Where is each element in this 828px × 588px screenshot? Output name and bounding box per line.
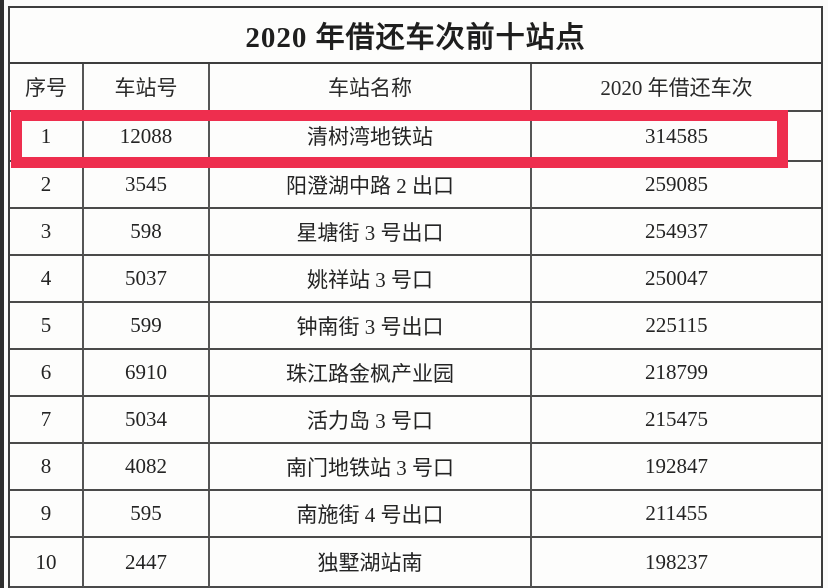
- cell-station-id: 598: [84, 209, 210, 256]
- table-row: 4 5037 姚祥站 3 号口 250047: [10, 256, 821, 303]
- cell-station-id: 6910: [84, 350, 210, 397]
- cell-station-name: 南施街 4 号出口: [210, 491, 532, 538]
- table-row: 1 12088 清树湾地铁站 314585: [10, 112, 821, 162]
- cell-count: 314585: [532, 112, 821, 162]
- cell-rank: 3: [10, 209, 84, 256]
- table-row: 10 2447 独墅湖站南 198237: [10, 538, 821, 588]
- cell-rank: 5: [10, 303, 84, 350]
- cell-rank: 6: [10, 350, 84, 397]
- cell-count: 259085: [532, 162, 821, 209]
- cell-station-name: 珠江路金枫产业园: [210, 350, 532, 397]
- cell-count: 215475: [532, 397, 821, 444]
- cell-count: 250047: [532, 256, 821, 303]
- cell-count: 218799: [532, 350, 821, 397]
- table-row: 8 4082 南门地铁站 3 号口 192847: [10, 444, 821, 491]
- column-header-count: 2020 年借还车次: [532, 64, 821, 112]
- table-title: 2020 年借还车次前十站点: [10, 8, 821, 64]
- cell-station-id: 12088: [84, 112, 210, 162]
- cell-station-id: 3545: [84, 162, 210, 209]
- cell-station-name: 姚祥站 3 号口: [210, 256, 532, 303]
- cell-station-name: 清树湾地铁站: [210, 112, 532, 162]
- cell-count: 198237: [532, 538, 821, 588]
- table-row: 6 6910 珠江路金枫产业园 218799: [10, 350, 821, 397]
- cell-rank: 10: [10, 538, 84, 588]
- table-row: 3 598 星塘街 3 号出口 254937: [10, 209, 821, 256]
- table-row: 9 595 南施街 4 号出口 211455: [10, 491, 821, 538]
- column-header-station-id: 车站号: [84, 64, 210, 112]
- cell-station-name: 南门地铁站 3 号口: [210, 444, 532, 491]
- table-row: 2 3545 阳澄湖中路 2 出口 259085: [10, 162, 821, 209]
- cell-station-name: 阳澄湖中路 2 出口: [210, 162, 532, 209]
- table-row: 5 599 钟南街 3 号出口 225115: [10, 303, 821, 350]
- column-header-station-name: 车站名称: [210, 64, 532, 112]
- cell-station-name: 星塘街 3 号出口: [210, 209, 532, 256]
- cell-station-id: 5037: [84, 256, 210, 303]
- cell-station-id: 599: [84, 303, 210, 350]
- cell-rank: 1: [10, 112, 84, 162]
- table-row: 7 5034 活力岛 3 号口 215475: [10, 397, 821, 444]
- table-body: 1 12088 清树湾地铁站 314585 2 3545 阳澄湖中路 2 出口 259085 3…: [10, 112, 821, 588]
- cell-count: 254937: [532, 209, 821, 256]
- column-header-rank: 序号: [10, 64, 84, 112]
- cell-station-name: 独墅湖站南: [210, 538, 532, 588]
- cell-count: 225115: [532, 303, 821, 350]
- table-header-row: 序号 车站号 车站名称 2020 年借还车次: [10, 64, 821, 112]
- cell-station-id: 595: [84, 491, 210, 538]
- photo-left-edge: [0, 0, 4, 588]
- cell-station-name: 活力岛 3 号口: [210, 397, 532, 444]
- cell-rank: 9: [10, 491, 84, 538]
- cell-station-id: 2447: [84, 538, 210, 588]
- cell-station-id: 5034: [84, 397, 210, 444]
- cell-rank: 2: [10, 162, 84, 209]
- cell-count: 211455: [532, 491, 821, 538]
- cell-rank: 4: [10, 256, 84, 303]
- cell-station-id: 4082: [84, 444, 210, 491]
- cell-count: 192847: [532, 444, 821, 491]
- cell-rank: 8: [10, 444, 84, 491]
- cell-station-name: 钟南街 3 号出口: [210, 303, 532, 350]
- cell-rank: 7: [10, 397, 84, 444]
